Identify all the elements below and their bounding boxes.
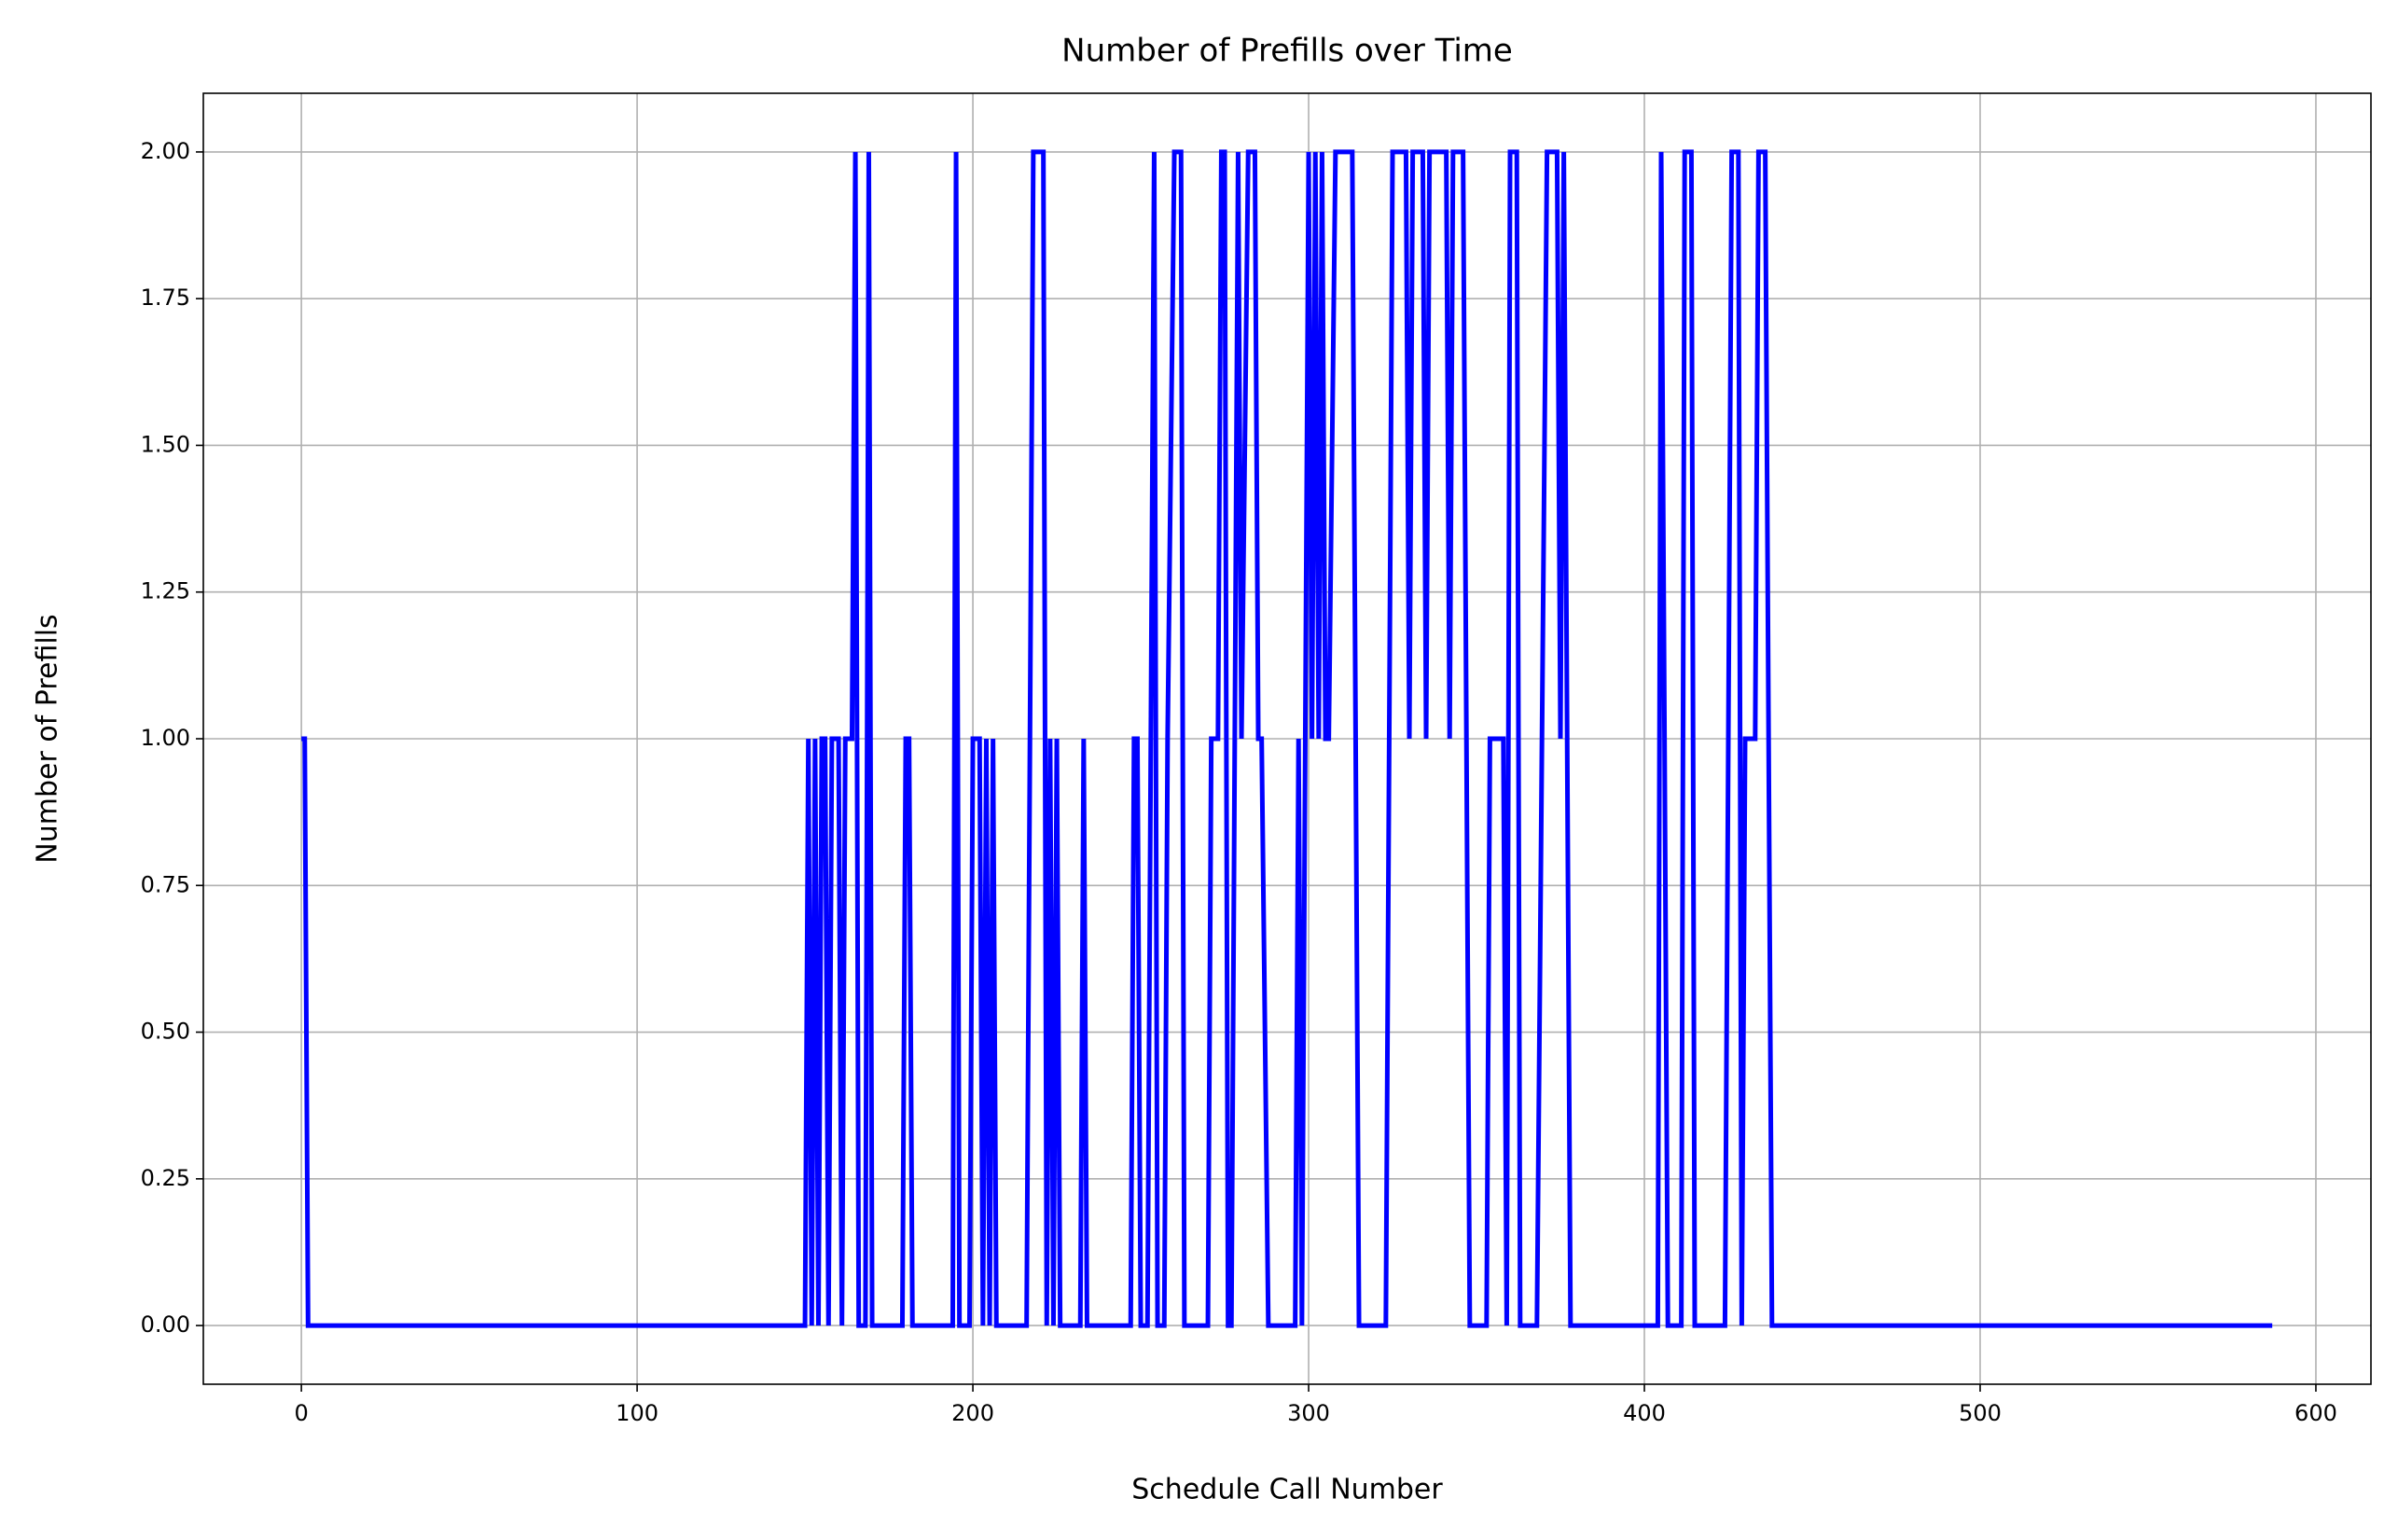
x-tick-label: 0 bbox=[294, 1400, 308, 1426]
x-tick-label: 400 bbox=[1623, 1400, 1666, 1426]
y-tick-label: 2.00 bbox=[141, 138, 190, 164]
y-tick-label: 0.00 bbox=[141, 1311, 190, 1338]
plot-frame bbox=[202, 92, 2372, 1385]
y-tick-label: 1.00 bbox=[141, 725, 190, 751]
x-tick-label: 200 bbox=[951, 1400, 994, 1426]
chart-title: Number of Prefills over Time bbox=[1061, 33, 1513, 70]
y-axis-label: Number of Prefills bbox=[32, 614, 64, 863]
y-tick-label: 0.50 bbox=[141, 1019, 190, 1045]
data-line bbox=[301, 149, 2273, 1328]
y-tick-label: 1.75 bbox=[141, 284, 190, 311]
y-tick-label: 0.25 bbox=[141, 1165, 190, 1191]
y-tick-label: 1.50 bbox=[141, 431, 190, 457]
x-tick-label: 100 bbox=[616, 1400, 658, 1426]
x-tick-label: 500 bbox=[1959, 1400, 2002, 1426]
y-tick-label: 0.75 bbox=[141, 871, 190, 897]
x-tick-label: 300 bbox=[1287, 1400, 1330, 1426]
x-axis-label: Schedule Call Number bbox=[1131, 1474, 1443, 1506]
y-tick-label: 1.25 bbox=[141, 578, 190, 604]
x-tick-label: 600 bbox=[2294, 1400, 2337, 1426]
